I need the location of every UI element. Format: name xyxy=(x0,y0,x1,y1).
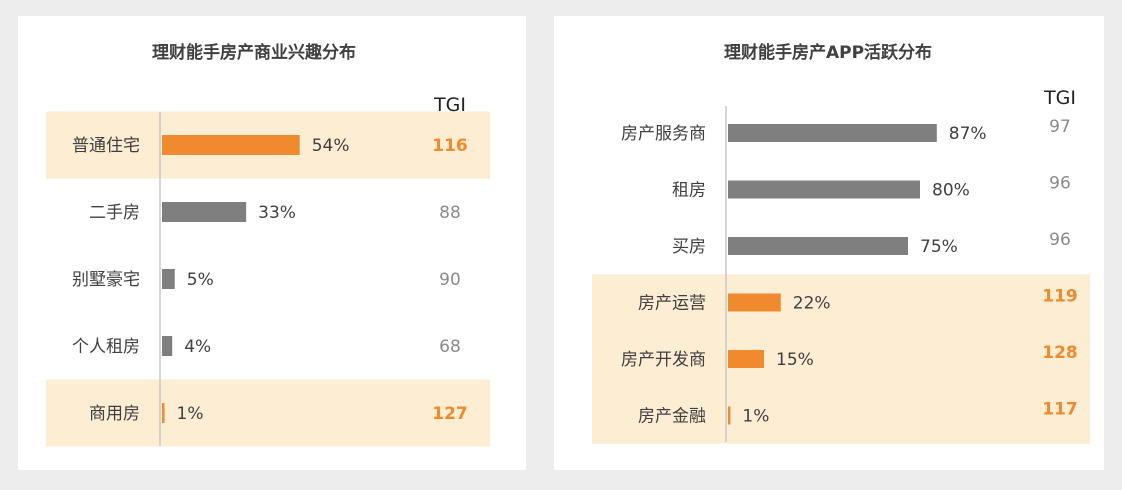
right-chart-svg: 理财能手房产APP活跃分布 TGI 房产服务商 87% 97 租房 80% 96 买房 75%… xyxy=(592,42,1090,444)
bar xyxy=(728,293,781,312)
tgi-value: 117 xyxy=(1042,400,1078,420)
bar xyxy=(728,180,920,199)
tgi-value: 127 xyxy=(432,404,468,424)
bar xyxy=(162,403,165,423)
left-chart-panel: 理财能手房产商业兴趣分布 TGI 普通住宅 54% 116 二手房 33% 88 别墅豪宅 5… xyxy=(18,16,526,470)
value-label: 1% xyxy=(177,404,204,424)
value-label: 22% xyxy=(793,294,831,314)
value-label: 1% xyxy=(742,407,769,427)
value-label: 15% xyxy=(776,350,814,370)
tgi-value: 88 xyxy=(439,203,461,223)
value-label: 33% xyxy=(258,203,296,223)
tgi-value: 96 xyxy=(1049,230,1071,250)
value-label: 75% xyxy=(920,237,958,257)
category-label: 个人租房 xyxy=(72,337,140,357)
value-label: 54% xyxy=(312,136,350,156)
bar xyxy=(162,269,175,289)
tgi-value: 96 xyxy=(1049,174,1071,194)
bar xyxy=(728,350,764,368)
bar xyxy=(162,135,300,155)
bar xyxy=(728,406,731,425)
category-label: 商用房 xyxy=(89,404,140,424)
value-label: 87% xyxy=(949,124,987,144)
left-chart-svg: 理财能手房产商业兴趣分布 TGI 普通住宅 54% 116 二手房 33% 88 别墅豪宅 5… xyxy=(46,42,490,447)
category-label: 买房 xyxy=(672,237,706,257)
value-label: 5% xyxy=(187,270,214,290)
category-label: 租房 xyxy=(672,181,706,201)
value-label: 80% xyxy=(932,181,970,201)
bar xyxy=(162,202,247,222)
category-label: 房产开发商 xyxy=(621,350,706,370)
tgi-value: 128 xyxy=(1042,343,1078,363)
tgi-value: 97 xyxy=(1049,117,1071,137)
tgi-header: TGI xyxy=(433,94,466,116)
category-label: 别墅豪宅 xyxy=(72,269,140,290)
highlight-band xyxy=(592,274,1090,444)
category-label: 房产金融 xyxy=(638,407,706,427)
tgi-value: 116 xyxy=(432,136,468,156)
bar xyxy=(162,336,173,356)
bar xyxy=(728,124,937,142)
bar xyxy=(728,237,908,255)
tgi-value: 68 xyxy=(439,337,461,357)
highlight-band xyxy=(46,379,490,447)
tgi-value: 90 xyxy=(439,270,461,290)
tgi-value: 119 xyxy=(1042,287,1078,307)
value-label: 4% xyxy=(184,337,211,357)
tgi-header: TGI xyxy=(1043,87,1076,109)
category-label: 房产运营 xyxy=(638,294,706,314)
right-chart-panel: 理财能手房产APP活跃分布 TGI 房产服务商 87% 97 租房 80% 96 买房 75%… xyxy=(554,16,1104,470)
chart-title: 理财能手房产商业兴趣分布 xyxy=(152,42,356,63)
category-label: 普通住宅 xyxy=(72,136,140,156)
chart-title: 理财能手房产APP活跃分布 xyxy=(724,42,932,63)
category-label: 二手房 xyxy=(89,203,140,223)
category-label: 房产服务商 xyxy=(621,124,706,144)
